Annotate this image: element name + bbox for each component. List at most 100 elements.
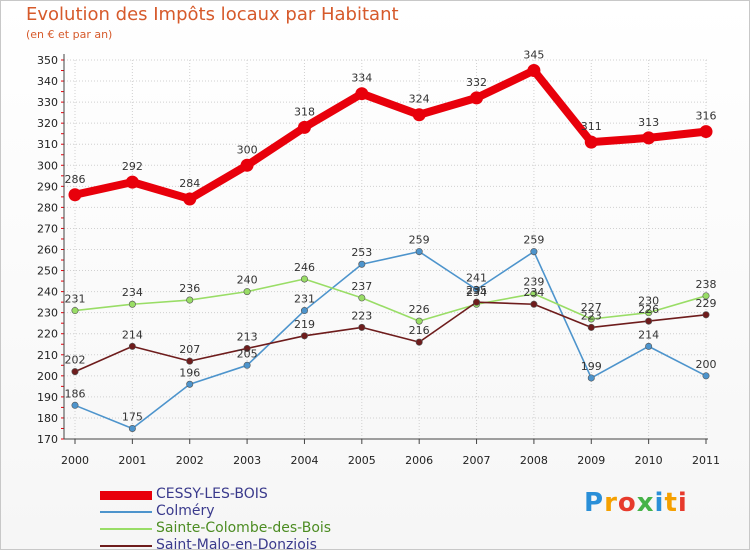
data-point-cessy-les-bois xyxy=(584,135,598,149)
data-point-saint-malo-en-donziois xyxy=(186,357,194,365)
y-tick-label: 210 xyxy=(37,349,58,362)
data-point-saint-malo-en-donziois xyxy=(645,317,653,325)
data-label-cessy-les-bois: 334 xyxy=(351,72,372,85)
data-point-cessy-les-bois xyxy=(355,87,369,101)
data-point-sainte-colombe-des-bois xyxy=(530,290,538,298)
y-tick-label: 340 xyxy=(37,75,58,88)
data-point-colm-ry xyxy=(645,342,653,350)
data-label-sainte-colombe-des-bois: 238 xyxy=(696,278,717,291)
data-point-colm-ry xyxy=(128,424,136,432)
y-tick-label: 330 xyxy=(37,96,58,109)
x-tick-label: 2011 xyxy=(692,454,720,467)
data-point-saint-malo-en-donziois xyxy=(530,300,538,308)
x-tick-label: 2010 xyxy=(635,454,663,467)
x-tick-label: 2003 xyxy=(233,454,261,467)
data-label-saint-malo-en-donziois: 226 xyxy=(638,303,659,316)
data-point-sainte-colombe-des-bois xyxy=(243,288,251,296)
data-point-sainte-colombe-des-bois xyxy=(587,315,595,323)
data-point-colm-ry xyxy=(473,286,481,294)
data-point-colm-ry xyxy=(243,361,251,369)
data-point-colm-ry xyxy=(71,401,79,409)
data-label-colm-ry: 199 xyxy=(581,360,602,373)
data-label-sainte-colombe-des-bois: 239 xyxy=(523,276,544,289)
logo-letter: r xyxy=(604,488,618,518)
data-label-saint-malo-en-donziois: 207 xyxy=(179,343,200,356)
data-label-cessy-les-bois: 292 xyxy=(122,160,143,173)
data-point-cessy-les-bois xyxy=(470,91,484,105)
data-label-sainte-colombe-des-bois: 246 xyxy=(294,261,315,274)
data-point-cessy-les-bois xyxy=(183,192,197,206)
data-point-saint-malo-en-donziois xyxy=(415,338,423,346)
chart-subtitle: (en € et par an) xyxy=(26,28,113,41)
logo-letter: x xyxy=(636,488,655,518)
y-tick-label: 310 xyxy=(37,138,58,151)
data-point-colm-ry xyxy=(415,248,423,256)
data-point-sainte-colombe-des-bois xyxy=(300,275,308,283)
data-point-saint-malo-en-donziois xyxy=(702,311,710,319)
data-label-sainte-colombe-des-bois: 236 xyxy=(179,282,200,295)
data-point-cessy-les-bois xyxy=(642,131,656,145)
data-point-colm-ry xyxy=(358,260,366,268)
legend-label: Saint-Malo-en-Donziois xyxy=(156,537,317,553)
logo-letter: i xyxy=(677,488,688,518)
y-tick-label: 190 xyxy=(37,391,58,404)
data-point-sainte-colombe-des-bois xyxy=(71,307,79,315)
data-point-saint-malo-en-donziois xyxy=(587,323,595,331)
data-label-saint-malo-en-donziois: 223 xyxy=(581,309,602,322)
data-label-cessy-les-bois: 332 xyxy=(466,76,487,89)
data-point-cessy-les-bois xyxy=(240,158,254,172)
data-point-sainte-colombe-des-bois xyxy=(415,317,423,325)
data-label-saint-malo-en-donziois: 229 xyxy=(696,297,717,310)
data-point-cessy-les-bois xyxy=(68,188,82,202)
data-label-sainte-colombe-des-bois: 231 xyxy=(65,293,86,306)
data-point-colm-ry xyxy=(300,307,308,315)
y-tick-label: 240 xyxy=(37,286,58,299)
series-layer xyxy=(68,64,713,432)
series-line-colm-ry xyxy=(74,250,707,430)
x-tick-label: 2006 xyxy=(405,454,433,467)
x-tick-label: 2008 xyxy=(520,454,548,467)
data-point-cessy-les-bois xyxy=(412,108,426,122)
data-label-saint-malo-en-donziois: 213 xyxy=(237,330,258,343)
legend-swatch xyxy=(100,491,152,500)
x-tick-label: 2002 xyxy=(176,454,204,467)
logo-letter: t xyxy=(664,488,678,518)
legend-label: Colméry xyxy=(156,503,215,519)
series-line-saint-malo-en-donziois xyxy=(74,301,707,373)
y-tick-label: 300 xyxy=(37,159,58,172)
data-label-colm-ry: 259 xyxy=(409,234,430,247)
data-label-cessy-les-bois: 318 xyxy=(294,105,315,118)
y-tick-label: 220 xyxy=(37,328,58,341)
data-point-sainte-colombe-des-bois xyxy=(702,292,710,300)
data-label-colm-ry: 196 xyxy=(179,366,200,379)
data-label-sainte-colombe-des-bois: 230 xyxy=(638,295,659,308)
series-line-sainte-colombe-des-bois xyxy=(74,278,707,322)
y-tick-label: 280 xyxy=(37,201,58,214)
data-point-saint-malo-en-donziois xyxy=(358,323,366,331)
data-label-layer: 186 175 196 205 231 253 259 241 259 199 214 200 231 2… xyxy=(65,49,717,424)
data-point-sainte-colombe-des-bois xyxy=(358,294,366,302)
data-label-saint-malo-en-donziois: 214 xyxy=(122,328,143,341)
y-tick-label: 270 xyxy=(37,222,58,235)
logo-letter: o xyxy=(617,488,637,518)
proxiti-logo: Proxiti xyxy=(584,488,688,518)
y-tick-label: 200 xyxy=(37,370,58,383)
x-tick-label: 2000 xyxy=(61,454,89,467)
legend-swatch xyxy=(100,528,152,530)
series-line-cessy-les-bois xyxy=(71,66,710,203)
data-label-saint-malo-en-donziois: 223 xyxy=(351,309,372,322)
y-tick-label: 180 xyxy=(37,412,58,425)
y-tick-label: 260 xyxy=(37,244,58,257)
chart-title: Evolution des Impôts locaux par Habitant xyxy=(26,4,399,25)
legend-label: CESSY-LES-BOIS xyxy=(156,486,268,502)
data-point-cessy-les-bois xyxy=(297,120,311,134)
data-point-colm-ry xyxy=(702,372,710,380)
data-label-cessy-les-bois: 284 xyxy=(179,177,200,190)
data-label-saint-malo-en-donziois: 219 xyxy=(294,318,315,331)
x-tick-label: 2007 xyxy=(463,454,491,467)
data-point-sainte-colombe-des-bois xyxy=(186,296,194,304)
data-label-colm-ry: 175 xyxy=(122,410,143,423)
data-label-cessy-les-bois: 316 xyxy=(696,110,717,123)
data-label-colm-ry: 200 xyxy=(696,358,717,371)
data-label-cessy-les-bois: 345 xyxy=(523,49,544,62)
